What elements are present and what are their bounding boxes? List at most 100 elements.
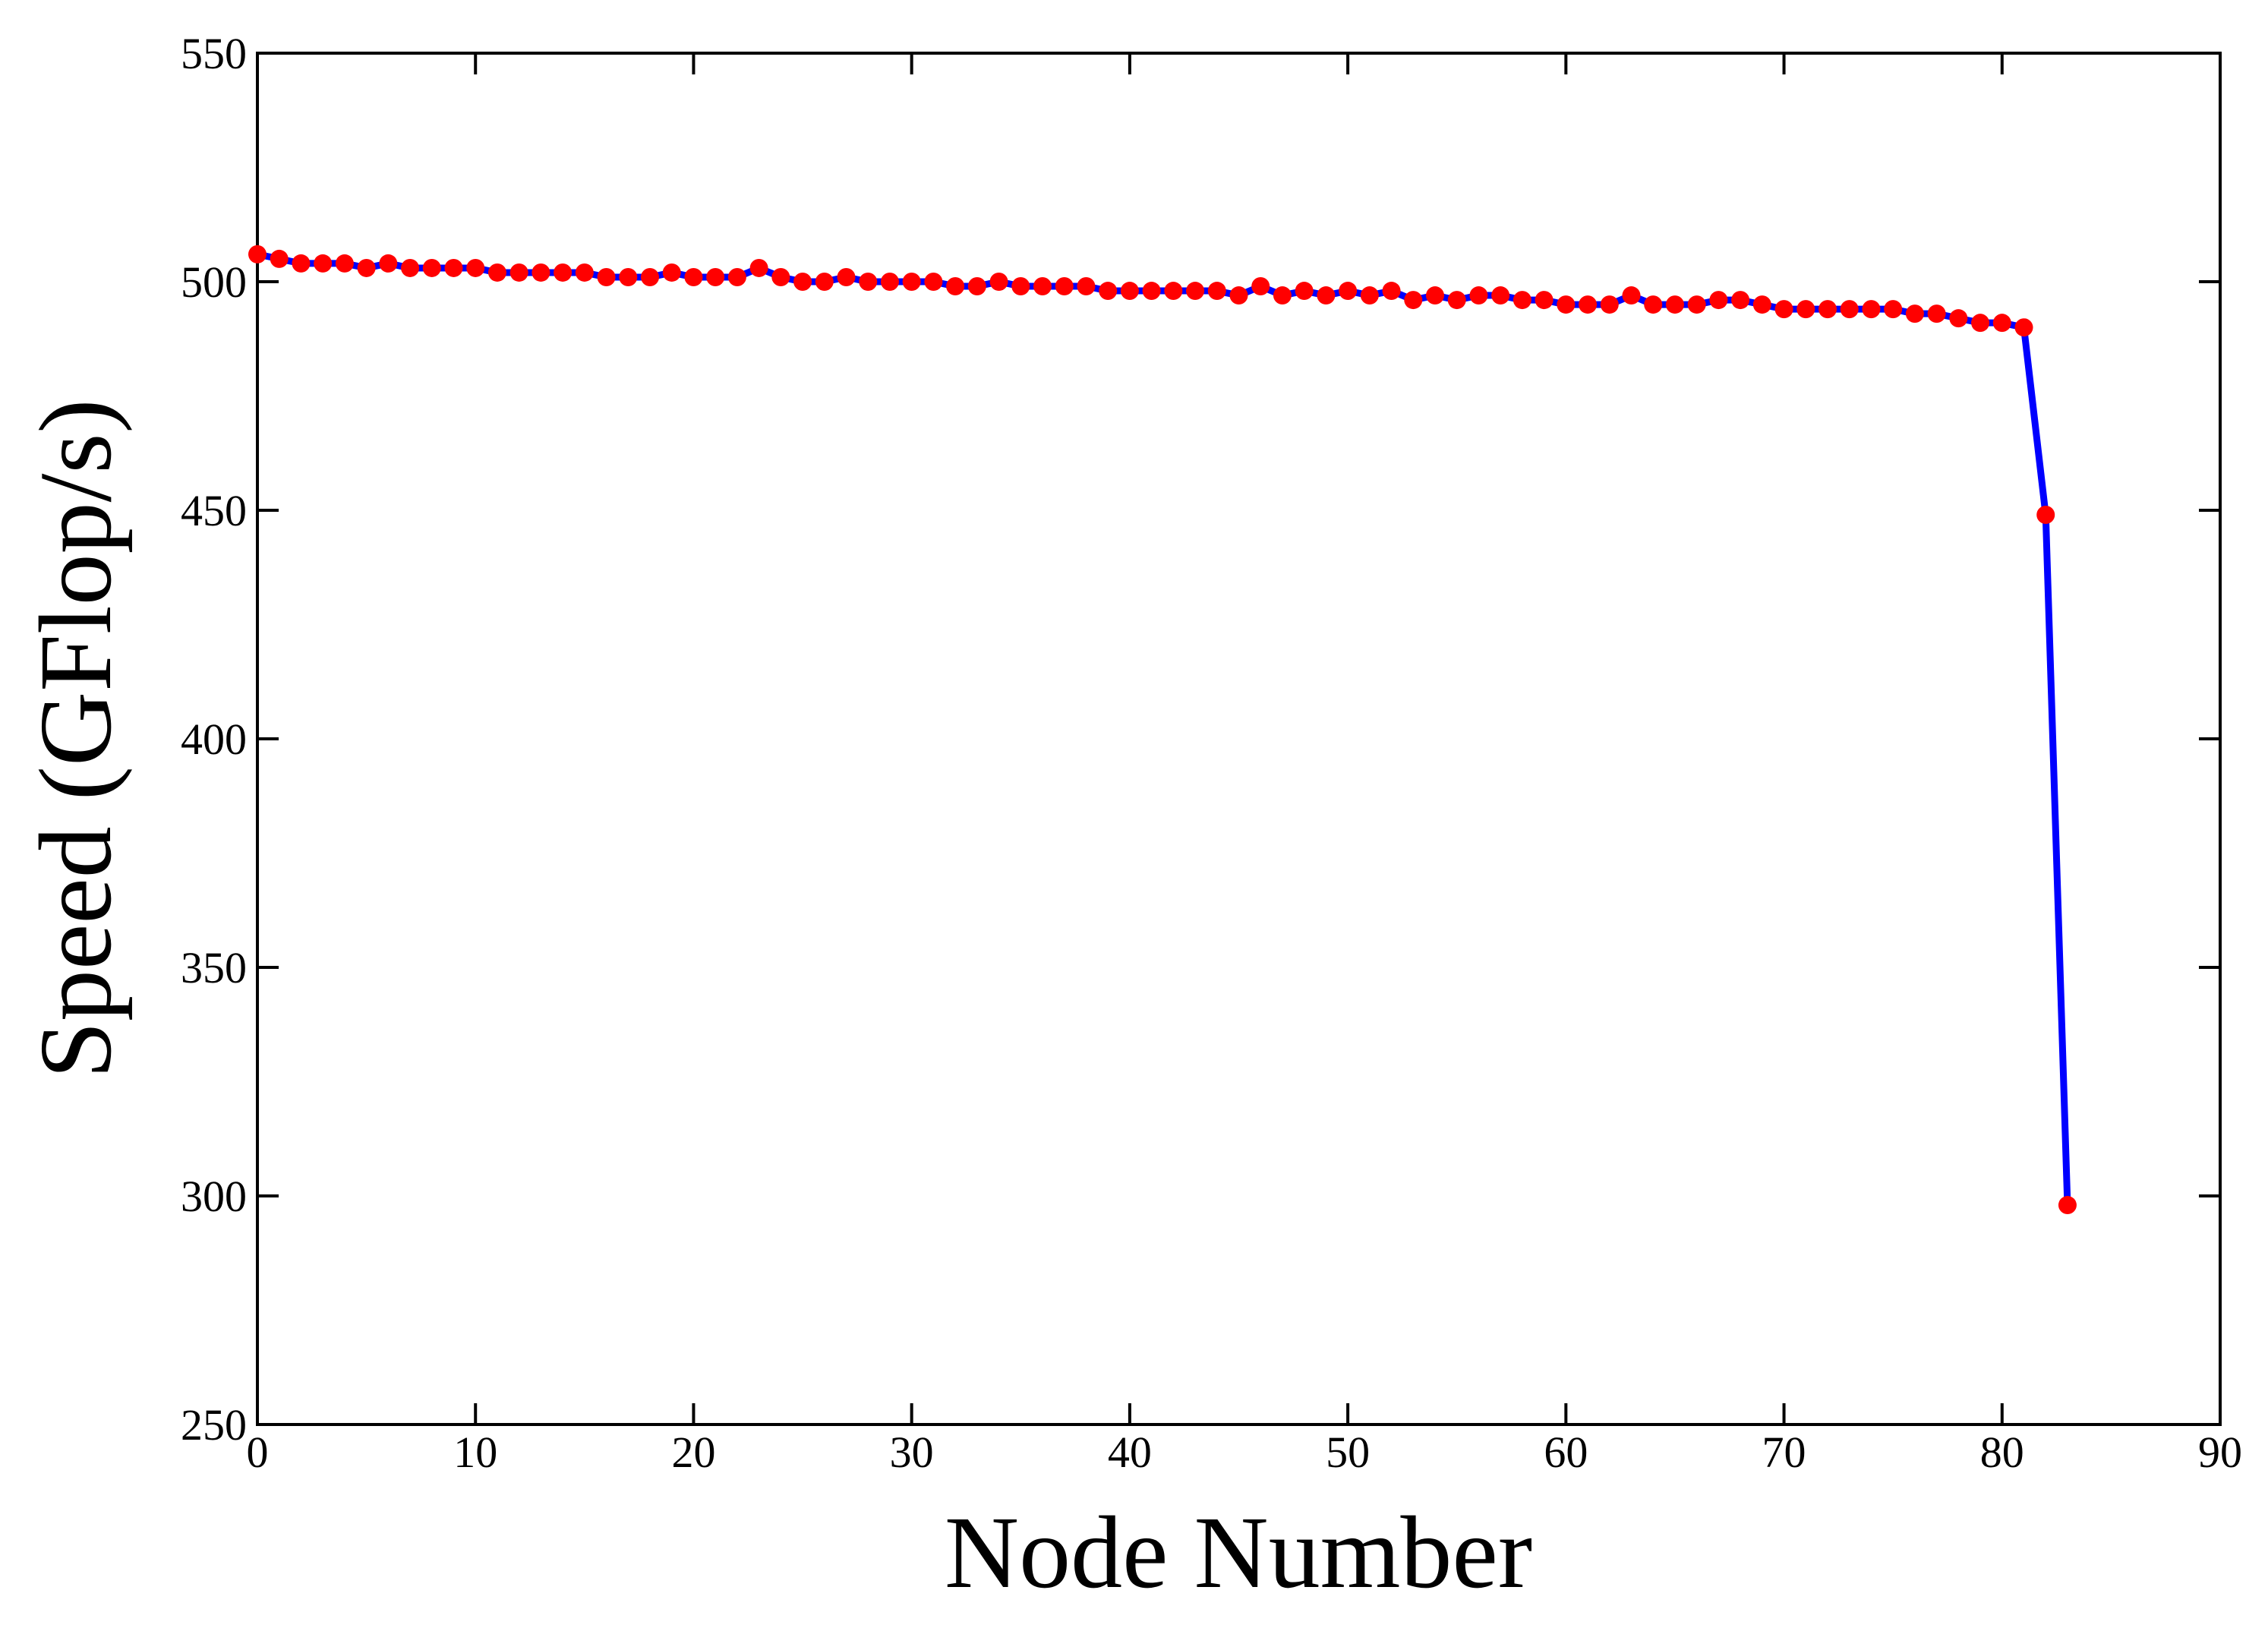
x-tick-label: 50 [1326,1428,1370,1477]
data-point [2014,318,2033,337]
data-point [1884,300,1903,319]
data-point [422,258,441,277]
data-point [1709,291,1728,310]
data-point [1207,282,1226,301]
data-point [314,254,333,273]
data-point [1469,286,1488,305]
y-tick-label: 450 [181,486,247,535]
data-point [1273,286,1292,305]
data-point [509,263,528,282]
data-point [1644,295,1663,314]
data-point [1796,300,1815,319]
data-point [619,267,638,286]
data-point [989,273,1008,291]
data-point [706,267,725,286]
data-point [815,273,834,291]
data-point [1033,277,1052,296]
data-point [1164,282,1183,301]
y-tick-label: 400 [181,715,247,764]
data-point [771,267,790,286]
data-point [270,249,289,268]
data-point [924,273,943,291]
data-point [357,258,376,277]
data-point [684,267,703,286]
x-tick-label: 10 [453,1428,497,1477]
data-point [793,273,812,291]
y-tick-label: 250 [181,1400,247,1450]
series-line [257,251,2071,1206]
data-point [1382,282,1401,301]
data-point [1600,295,1619,314]
x-tick-label: 0 [247,1428,269,1477]
data-point [1971,314,1990,333]
data-point [1840,300,1859,319]
data-point [727,267,746,286]
data-point [575,263,594,282]
x-tick-label: 40 [1108,1428,1152,1477]
data-point [837,267,856,286]
data-point [1665,295,1684,314]
data-point [2058,1196,2077,1215]
data-point [1295,282,1314,301]
y-axis-title: Speed (GFlop/s) [19,399,133,1078]
data-point [749,258,768,277]
data-point [532,263,550,282]
data-point [1011,277,1030,296]
data-point [967,277,986,296]
data-point [880,273,899,291]
data-point [1404,291,1423,310]
data-point [1774,300,1793,319]
data-point [641,267,659,286]
plot-frame [256,52,2222,1426]
data-point [487,263,506,282]
data-point [466,258,485,277]
data-point [1927,304,1946,323]
x-tick-label: 30 [890,1428,934,1477]
data-point [401,258,420,277]
x-tick-label: 20 [671,1428,715,1477]
x-tick-label: 90 [2198,1428,2242,1477]
data-point [248,245,267,263]
data-point [1055,277,1074,296]
data-point [1992,314,2011,333]
data-point [662,263,681,282]
data-point [1491,286,1510,305]
data-point [1535,291,1554,310]
data-point [1186,282,1205,301]
data-point [946,277,965,296]
data-point [1557,295,1576,314]
data-point [1579,295,1598,314]
data-point [1120,282,1139,301]
data-point [1687,295,1706,314]
data-point [1513,291,1531,310]
data-point [1949,309,1968,328]
data-point [902,273,921,291]
y-tick-label: 350 [181,943,247,992]
data-point [1360,286,1379,305]
data-point [1731,291,1750,310]
data-point [859,273,878,291]
data-point [2036,506,2055,525]
data-point [1142,282,1161,301]
x-axis-title: Node Number [945,1496,1532,1610]
data-point [1622,286,1641,305]
data-point [1099,282,1118,301]
x-tick-label: 80 [1980,1428,2024,1477]
data-point [1862,300,1881,319]
data-point [379,254,398,273]
data-point [1317,286,1336,305]
y-tick-label: 500 [181,257,247,307]
y-tick-label: 300 [181,1172,247,1221]
data-point [1251,277,1270,296]
data-point [597,267,616,286]
data-point [1077,277,1096,296]
data-point [1339,282,1358,301]
data-point [1426,286,1444,305]
data-point [554,263,573,282]
data-point [1447,291,1466,310]
data-point [292,254,311,273]
x-tick-label: 60 [1544,1428,1588,1477]
data-point [444,258,463,277]
